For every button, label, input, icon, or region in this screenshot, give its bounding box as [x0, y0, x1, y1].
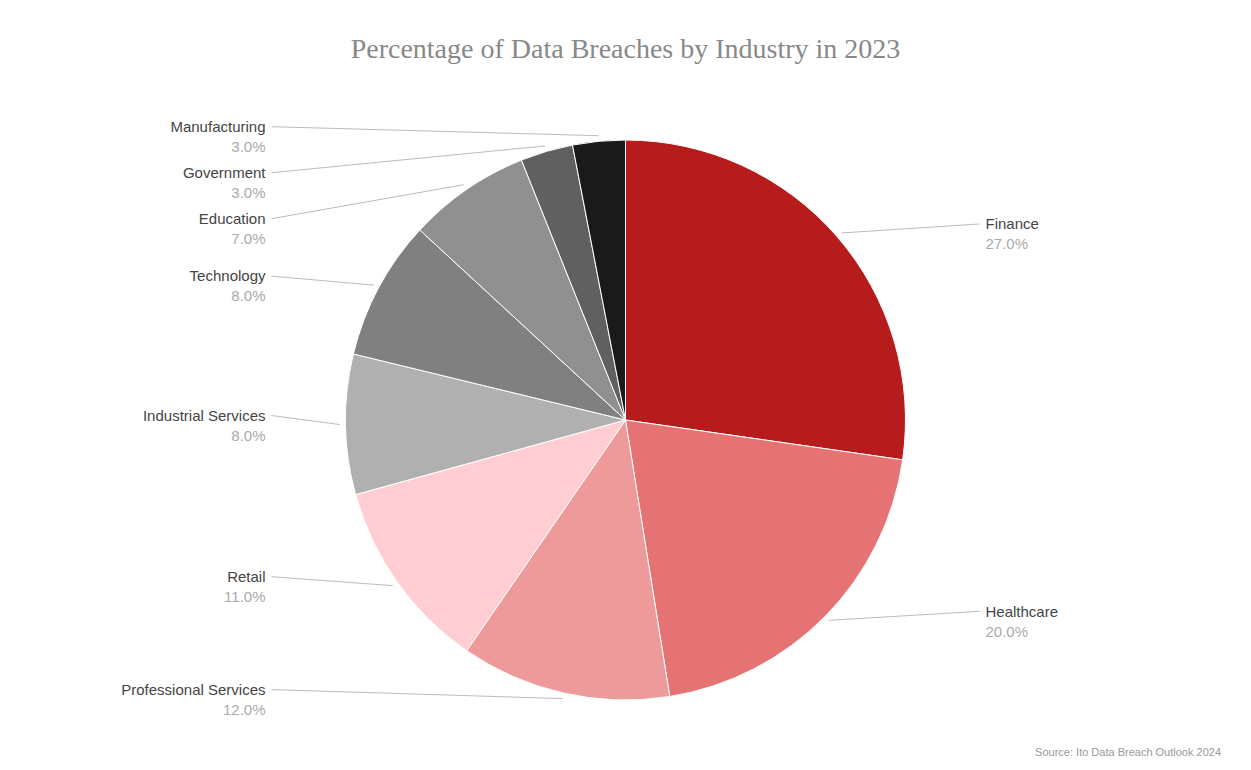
title: Percentage of Data Breaches by Industry … [351, 33, 901, 64]
data-label: 8.0% [231, 427, 265, 444]
pie-slice [626, 140, 906, 460]
pie-slice [626, 420, 903, 696]
data-label: 3.0% [231, 138, 265, 155]
slice-label: Industrial Services [143, 407, 266, 424]
slice-label: Healthcare [986, 603, 1059, 620]
leader-line [272, 416, 340, 425]
slice-label: Education [199, 210, 266, 227]
leader-line [272, 127, 599, 136]
leader-line [272, 690, 563, 699]
slice-label: Manufacturing [170, 118, 265, 135]
slice-label: Technology [190, 267, 266, 284]
data-label: 27.0% [986, 235, 1029, 252]
data-label: 7.0% [231, 230, 265, 247]
labels: Finance 27.0% Healthcare 20.0% Professional … [121, 118, 1058, 718]
leader-line [272, 276, 374, 285]
data-label: 20.0% [986, 623, 1029, 640]
slice-label: Retail [227, 568, 265, 585]
leader-line [829, 611, 979, 620]
source-note: Source: Ito Data Breach Outlook 2024 [1035, 746, 1221, 758]
leader-line [272, 185, 464, 219]
pie-slice [573, 140, 626, 420]
data-label: 11.0% [224, 588, 265, 605]
data-label: 8.0% [231, 287, 265, 304]
leader-line [841, 224, 979, 233]
leader-line [272, 146, 546, 173]
leader-line [272, 577, 393, 586]
slice-label: Professional Services [121, 681, 265, 698]
pie [345, 140, 905, 700]
data-label: 12.0% [223, 701, 266, 718]
slice-label: Government [183, 164, 266, 181]
chart: Percentage of Data Breaches by Industry … [0, 0, 1251, 770]
slice-label: Finance [986, 215, 1039, 232]
data-label: 3.0% [231, 184, 265, 201]
